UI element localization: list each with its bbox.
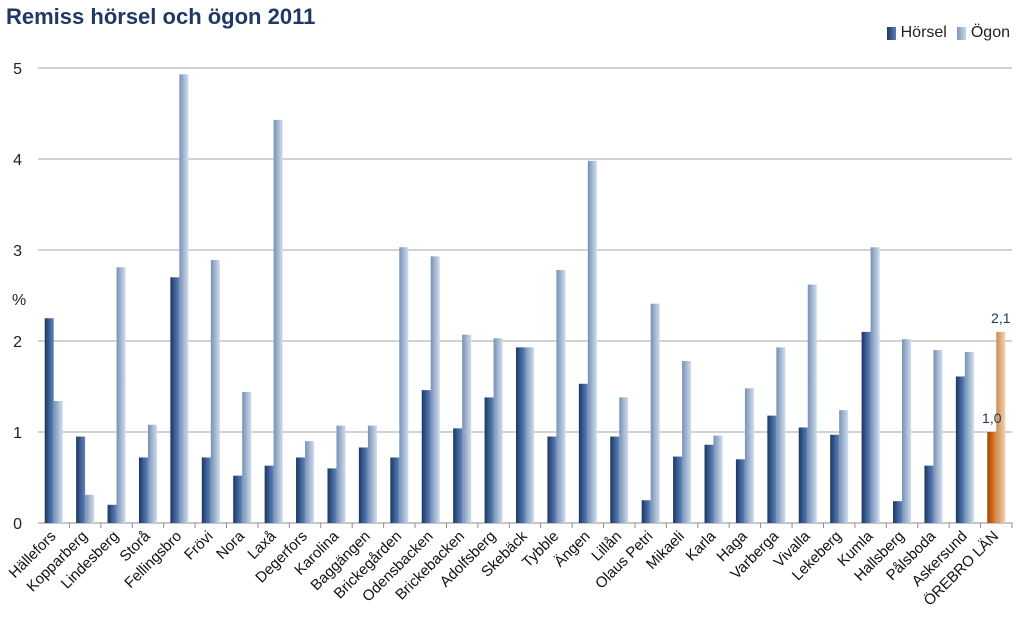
bar-horsel-laxa (264, 465, 274, 523)
bar-ogon-kumla (870, 247, 880, 523)
bar-ogon-mikaeli (682, 361, 692, 523)
x-tick-label-angen: Ängen (551, 528, 594, 571)
bar-horsel-lillan (610, 436, 620, 523)
legend-item-horsel: Hörsel (886, 24, 947, 42)
bar-ogon-karla (713, 435, 723, 523)
y-tick-label-1: 1 (13, 425, 22, 442)
bar-ogon-adolfsberg (493, 338, 503, 523)
bar-ogon-brickebacken (462, 334, 472, 523)
bar-ogon-palsboda (933, 350, 943, 523)
bar-horsel-kopparberg (76, 436, 86, 523)
bar-horsel-mikaeli (673, 456, 683, 523)
y-tick-label-3: 3 (13, 243, 22, 260)
bar-horsel-hallefors (44, 318, 54, 523)
bar-ogon-karolina (336, 425, 346, 523)
bar-ogon-frovi (210, 260, 220, 523)
bar-horsel-askersund (955, 376, 965, 523)
bar-ogon-laxa (273, 119, 283, 524)
x-tick-label-frovi: Frövi (181, 528, 217, 564)
bar-horsel-karolina (327, 468, 337, 523)
y-tick-label-2: 2 (13, 334, 22, 351)
y-axis-label: % (12, 292, 27, 309)
x-tick-label-karla: Karla (683, 527, 720, 564)
bar-horsel-tybble (547, 436, 557, 523)
bar-horsel-orebro-lan (987, 432, 997, 523)
legend-item-ogon: Ögon (956, 24, 1010, 42)
legend-swatch-ogon (956, 26, 966, 40)
bar-ogon-olaus-petri (650, 303, 660, 523)
bar-ogon-hallsberg (902, 339, 912, 523)
legend-swatch-horsel (886, 26, 896, 40)
chart-title: Remiss hörsel och ögon 2011 (6, 4, 316, 29)
bar-ogon-nora (242, 391, 252, 523)
bar-ogon-orebro-lan (996, 331, 1006, 523)
bar-ogon-vivalla (807, 284, 817, 523)
bar-horsel-brickegarden (390, 457, 400, 523)
bar-ogon-stora (147, 424, 157, 523)
bar-horsel-angen (578, 383, 588, 523)
bar-horsel-karla (704, 444, 714, 523)
bar-ogon-baggangen (367, 425, 377, 523)
legend-label-ogon: Ögon (970, 24, 1010, 41)
bar-horsel-hallsberg (893, 501, 903, 523)
bar-horsel-lekeberg (830, 434, 840, 523)
bar-horsel-varberga (767, 415, 777, 523)
bar-horsel-nora (233, 475, 243, 523)
legend-label-horsel: Hörsel (900, 24, 947, 41)
data-label-ogon-orebro-lan: 2,1 (991, 310, 1011, 326)
bar-ogon-fellingsbro (179, 74, 189, 524)
bar-horsel-lindesberg (107, 504, 117, 523)
bar-ogon-varberga (776, 347, 786, 523)
bar-horsel-skeback (516, 347, 525, 523)
bar-ogon-brickegarden (399, 247, 409, 523)
bar-horsel-stora (138, 457, 148, 523)
data-label-horsel-orebro-lan: 1,0 (982, 410, 1002, 426)
bar-ogon-odensbacken (430, 256, 440, 523)
bar-ogon-degerfors (305, 441, 315, 523)
bar-ogon-kopparberg (85, 494, 95, 523)
bar-ogon-haga (744, 388, 754, 523)
bar-ogon-lekeberg (839, 410, 849, 523)
bar-ogon-lindesberg (116, 267, 126, 523)
bar-horsel-palsboda (924, 465, 934, 523)
y-tick-label-0: 0 (13, 516, 22, 533)
bar-horsel-adolfsberg (484, 397, 494, 523)
bar-horsel-fellingsbro (170, 277, 180, 523)
y-tick-label-5: 5 (13, 61, 22, 78)
bar-ogon-skeback (525, 347, 534, 523)
bar-horsel-kumla (861, 331, 871, 523)
bar-ogon-askersund (964, 351, 974, 523)
bar-horsel-odensbacken (421, 390, 431, 523)
bar-ogon-lillan (619, 397, 629, 523)
bar-horsel-brickebacken (453, 428, 463, 523)
bar-ogon-angen (587, 160, 597, 523)
bar-horsel-baggangen (358, 447, 368, 523)
bar-horsel-frovi (201, 457, 211, 523)
x-tick-label-nora: Nora (213, 527, 248, 562)
bar-horsel-olaus-petri (641, 500, 651, 523)
bar-ogon-tybble (556, 270, 566, 523)
y-tick-label-4: 4 (13, 152, 22, 169)
bar-horsel-haga (735, 459, 745, 523)
bar-horsel-degerfors (296, 457, 306, 523)
bar-horsel-vivalla (798, 427, 808, 523)
legend: Hörsel Ögon (877, 24, 1010, 42)
bar-ogon-hallefors (53, 401, 63, 523)
